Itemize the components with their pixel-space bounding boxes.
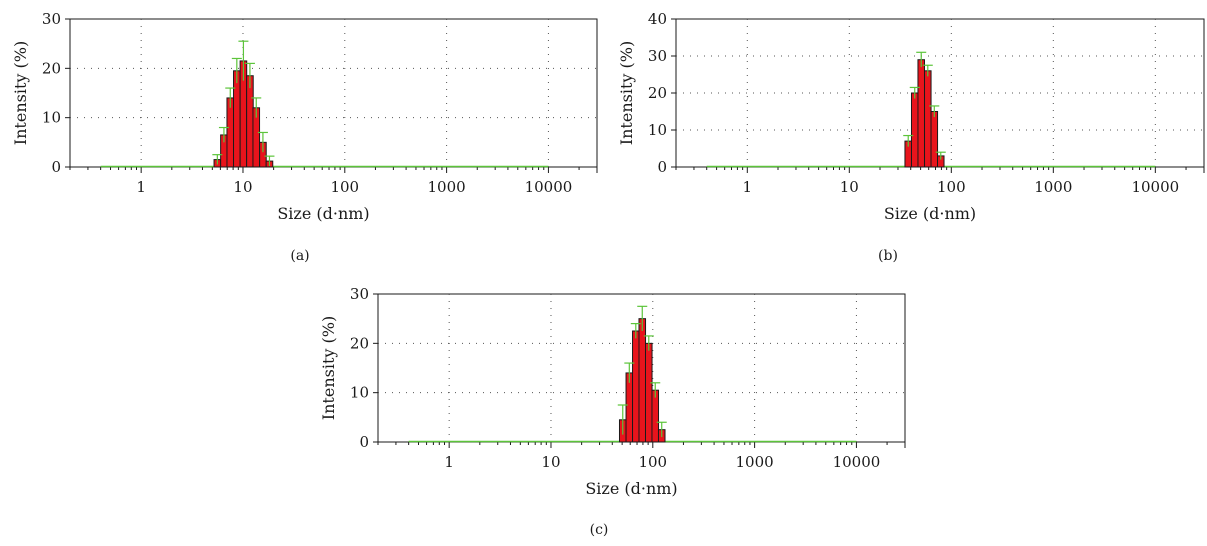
chart-a-ytick-label-1: 10: [42, 109, 61, 127]
chart-a: 0 10 20 30 1 10 100 1000 10000 Size (d·nm) Intensi…: [11, 10, 598, 223]
chart-c-xtick-label-3: 1000: [736, 453, 774, 471]
chart-c-xtick-label-4: 10000: [833, 453, 881, 471]
chart-c-bar-5: [651, 389, 660, 443]
chart-a-xtick-label-1: 10: [233, 178, 252, 196]
chart-panel-c: 0 10 20 30 1 10 100 1000 10000 Size (d·nm) Intensi…: [308, 272, 908, 517]
chart-c-bar-2: [632, 330, 640, 443]
chart-c-ytick-label-1: 10: [350, 384, 369, 402]
chart-a-bar-2: [226, 97, 235, 168]
chart-a-xtick-label-4: 10000: [525, 178, 573, 196]
chart-b-xtick-label-3: 1000: [1034, 178, 1072, 196]
panel-label-b: (b): [878, 248, 898, 264]
chart-a-bar-3: [233, 70, 241, 168]
chart-c-ytick-label-0: 0: [359, 433, 369, 451]
chart-b-xtick-label-1: 10: [840, 178, 859, 196]
chart-b-ytick-label-3: 30: [648, 47, 667, 65]
panel-label-a: (a): [290, 248, 310, 264]
chart-b-xtick-label-0: 1: [743, 178, 753, 196]
chart-b-ylabel: Intensity (%): [617, 41, 636, 145]
chart-c-bar-4: [644, 342, 653, 443]
panel-label-c: (c): [589, 522, 609, 538]
chart-c-xtick-label-2: 100: [638, 453, 667, 471]
chart-b-xlabel: Size (d·nm): [884, 204, 976, 223]
chart-b-bar-1: [910, 92, 919, 168]
chart-b-bar-3: [924, 70, 932, 168]
chart-a-xtick-label-3: 1000: [428, 178, 466, 196]
chart-c-xlabel: Size (d·nm): [585, 479, 677, 498]
chart-a-xtick-label-0: 1: [136, 178, 146, 196]
chart-c: 0 10 20 30 1 10 100 1000 10000 Size (d·nm) Intensi…: [319, 285, 906, 498]
chart-c-ytick-label-3: 30: [350, 285, 369, 303]
chart-b-ytick-label-1: 10: [648, 121, 667, 139]
chart-a-ylabel: Intensity (%): [11, 41, 30, 145]
chart-a-plot-frame: [69, 18, 598, 168]
chart-a-ytick-label-0: 0: [51, 158, 61, 176]
chart-b-ytick-label-0: 0: [657, 158, 667, 176]
chart-c-ylabel: Intensity (%): [319, 316, 338, 420]
chart-b-xtick-label-4: 10000: [1131, 178, 1179, 196]
chart-b-ytick-label-2: 20: [648, 84, 667, 102]
chart-a-ytick-label-2: 20: [42, 59, 61, 77]
chart-c-xtick-label-0: 1: [444, 453, 454, 471]
chart-c-bar-3: [638, 318, 647, 443]
chart-panel-a: 0 10 20 30 1 10 100 1000 10000 Size (d·nm) Intensi…: [0, 0, 600, 245]
chart-panel-b: 0 10 20 30 40 1 10 100 1000 10000 Size (d·nm) Inten…: [610, 0, 1207, 245]
chart-a-xtick-label-2: 100: [330, 178, 359, 196]
chart-a-bar-5: [246, 75, 254, 168]
chart-b-bar-2: [917, 59, 925, 168]
chart-c-ytick-label-2: 20: [350, 334, 369, 352]
chart-c-xtick-label-1: 10: [541, 453, 560, 471]
chart-b: 0 10 20 30 40 1 10 100 1000 10000 Size (d·nm) Inten…: [617, 10, 1205, 223]
chart-b-bar-4: [930, 111, 939, 168]
chart-c-bar-1: [625, 372, 634, 443]
chart-a-xlabel: Size (d·nm): [277, 204, 369, 223]
chart-b-ytick-label-4: 40: [648, 10, 667, 28]
chart-a-ytick-label-3: 30: [42, 10, 61, 28]
chart-b-xtick-label-2: 100: [937, 178, 966, 196]
